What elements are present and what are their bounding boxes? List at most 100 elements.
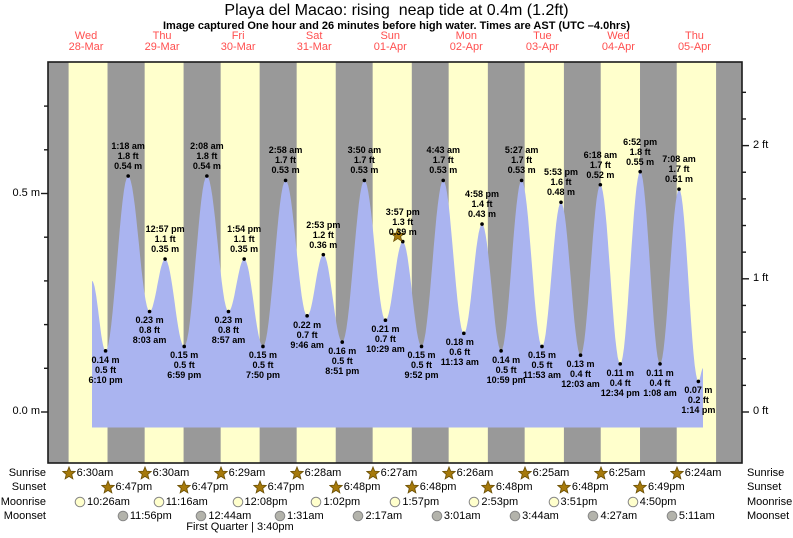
tide-annotation-low: 0.15 m 0.5 ft 7:50 pm bbox=[246, 350, 280, 380]
moonrise-time: 3:51pm bbox=[560, 496, 598, 508]
sunset-icon bbox=[252, 480, 267, 494]
sunset-time: 6:47pm bbox=[115, 481, 153, 493]
tide-height-ft: 0.5 ft bbox=[495, 364, 517, 375]
day-label: Sun 01-Apr bbox=[374, 31, 407, 53]
tide-height-ft: 0.5 ft bbox=[252, 360, 274, 371]
tide-height-m: 0.39 m bbox=[388, 226, 417, 237]
moonrise-icon bbox=[232, 496, 243, 508]
tide-annotation-low: 0.22 m 0.7 ft 9:46 am bbox=[290, 320, 324, 350]
sunset-icon bbox=[556, 480, 571, 494]
tide-point-dot bbox=[126, 174, 130, 178]
moonrise-row-label-right: Moonrise bbox=[747, 496, 793, 508]
tide-height-ft: 1.7 ft bbox=[353, 155, 375, 166]
tide-time: 4:58 pm bbox=[465, 189, 500, 200]
tide-height-ft: 0.7 ft bbox=[374, 334, 396, 345]
sunset-time: 6:48pm bbox=[419, 481, 457, 493]
tide-annotation-low: 0.07 m 0.2 ft 1:14 pm bbox=[681, 385, 715, 415]
moonset-time: 12:44am bbox=[208, 510, 252, 522]
moonset-icon bbox=[666, 510, 678, 522]
sunrise-icon bbox=[137, 466, 152, 480]
day-label: Thu 29-Mar bbox=[145, 31, 180, 53]
moonset-event: 4:27am bbox=[587, 509, 637, 523]
tide-time: 9:52 pm bbox=[404, 370, 439, 381]
sunrise-event: 6:25am bbox=[517, 466, 569, 480]
tide-point-dot bbox=[205, 174, 209, 178]
day-date: 04-Apr bbox=[601, 41, 635, 53]
sunrise-icon bbox=[593, 466, 608, 480]
tide-height-m: 0.07 m bbox=[684, 385, 713, 396]
tide-height-ft: 1.7 ft bbox=[432, 155, 454, 166]
moonset-icon bbox=[353, 510, 364, 522]
tide-height-m: 0.22 m bbox=[293, 319, 322, 330]
tide-time: 12:34 pm bbox=[600, 387, 640, 398]
sunset-event: 6:47pm bbox=[252, 480, 304, 494]
tide-time: 8:51 pm bbox=[325, 366, 360, 377]
tide-height-m: 0.53 m bbox=[507, 165, 536, 176]
tide-height-ft: 1.7 ft bbox=[668, 164, 690, 175]
day-name: Mon bbox=[455, 30, 477, 42]
day-label: Wed 28-Mar bbox=[69, 31, 104, 53]
moonset-event: 2:17am bbox=[352, 509, 402, 523]
moonrise-event: 1:02pm bbox=[310, 495, 360, 509]
sunrise-event: 6:29am bbox=[213, 466, 265, 480]
tide-annotation-high: 5:53 pm 1.6 ft 0.48 m bbox=[544, 167, 578, 197]
moonrise-icon bbox=[153, 496, 165, 508]
sunrise-time: 6:26am bbox=[456, 467, 494, 479]
sunrise-time: 6:24am bbox=[684, 467, 722, 479]
tide-height-ft: 1.6 ft bbox=[550, 177, 572, 188]
tide-height-ft: 0.4 ft bbox=[570, 369, 592, 380]
sunset-event: 6:48pm bbox=[556, 480, 609, 494]
tide-annotation-low: 0.11 m 0.4 ft 12:34 pm bbox=[601, 368, 640, 398]
moonrise-icon bbox=[74, 496, 86, 508]
day-name: Sun bbox=[380, 30, 401, 42]
tide-point-dot bbox=[441, 178, 446, 183]
sunrise-icon bbox=[365, 466, 380, 480]
tide-point-dot bbox=[598, 182, 603, 187]
tide-height-m: 0.53 m bbox=[429, 165, 458, 176]
tide-time: 2:08 am bbox=[190, 141, 224, 152]
day-date: 28-Mar bbox=[68, 41, 104, 53]
tide-point-dot bbox=[499, 349, 503, 353]
moonset-time: 1:31am bbox=[286, 510, 324, 522]
day-label: Tue 03-Apr bbox=[526, 31, 559, 53]
tide-height-m: 0.23 m bbox=[135, 315, 164, 326]
tide-height-ft: 0.5 ft bbox=[331, 356, 353, 367]
tide-point-dot bbox=[261, 344, 265, 349]
moonrise-icon bbox=[311, 496, 322, 508]
left-axis-label: 0.0 m bbox=[12, 405, 40, 417]
tide-annotation-high: 3:50 am 1.7 ft 0.53 m bbox=[348, 145, 382, 175]
tide-height-m: 0.11 m bbox=[606, 367, 634, 378]
sunrise-time: 6:30am bbox=[76, 467, 114, 479]
tide-height-m: 0.14 m bbox=[492, 354, 521, 365]
moonrise-event: 3:51pm bbox=[548, 495, 598, 509]
moonrise-icon bbox=[469, 496, 480, 508]
moonset-event: 1:31am bbox=[274, 509, 324, 523]
tide-time: 12:57 pm bbox=[145, 224, 185, 235]
tide-annotation-low: 0.15 m 0.5 ft 9:52 pm bbox=[404, 350, 438, 380]
sunset-row-label-left: Sunset bbox=[11, 481, 46, 493]
day-date: 30-Mar bbox=[220, 41, 256, 53]
tide-height-m: 0.36 m bbox=[309, 239, 338, 250]
tide-height-m: 0.15 m bbox=[248, 350, 277, 361]
sunrise-time: 6:28am bbox=[304, 467, 342, 479]
moonset-time: 3:44am bbox=[522, 510, 559, 522]
tide-time: 2:58 am bbox=[268, 145, 303, 156]
moonset-time: 11:56pm bbox=[129, 510, 172, 522]
tide-point-dot bbox=[578, 353, 583, 357]
tide-time: 10:59 pm bbox=[486, 374, 526, 385]
tide-height-m: 0.15 m bbox=[407, 350, 436, 361]
sunrise-time: 6:25am bbox=[608, 467, 646, 479]
moonset-icon bbox=[274, 510, 286, 522]
tide-annotation-high: 7:08 am 1.7 ft 0.51 m bbox=[662, 154, 696, 184]
sunrise-icon bbox=[289, 466, 304, 480]
tide-point-dot bbox=[321, 252, 326, 257]
tide-time: 7:50 pm bbox=[245, 370, 280, 381]
tide-time: 11:53 am bbox=[522, 370, 561, 381]
sunset-row-label-right: Sunset bbox=[747, 481, 782, 493]
tide-point-dot bbox=[638, 169, 642, 174]
right-axis-label: 1 ft bbox=[753, 271, 769, 284]
tide-height-m: 0.18 m bbox=[445, 337, 474, 348]
moonrise-time: 12:08pm bbox=[244, 496, 288, 508]
tide-height-ft: 0.8 ft bbox=[139, 325, 161, 336]
